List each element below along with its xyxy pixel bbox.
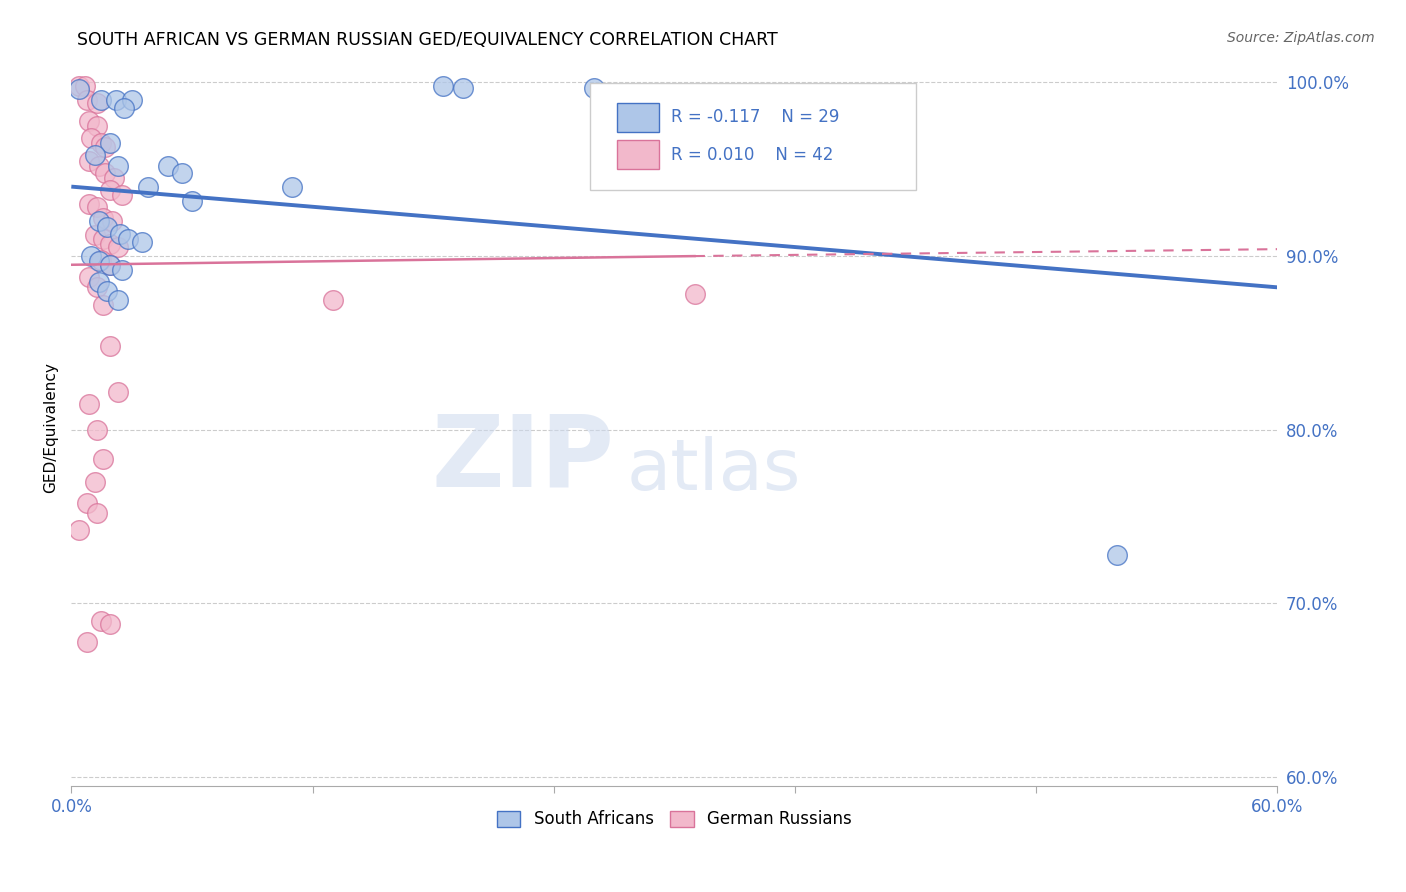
Point	[432, 78, 454, 93]
Point	[121, 93, 143, 107]
Point	[100, 214, 122, 228]
Point	[86, 423, 108, 437]
Point	[67, 524, 90, 538]
FancyBboxPatch shape	[591, 83, 915, 191]
Point	[96, 219, 118, 234]
Point	[93, 232, 115, 246]
Point	[67, 82, 90, 96]
Point	[181, 194, 204, 208]
Point	[67, 78, 90, 93]
Point	[98, 183, 121, 197]
Point	[107, 159, 129, 173]
Point	[110, 188, 132, 202]
Point	[117, 232, 139, 246]
Point	[86, 96, 108, 111]
Point	[156, 159, 179, 173]
FancyBboxPatch shape	[616, 103, 659, 132]
Point	[1105, 548, 1128, 562]
Point	[79, 397, 101, 411]
Point	[93, 298, 115, 312]
Point	[453, 80, 475, 95]
Point	[98, 136, 121, 151]
Point	[80, 249, 103, 263]
Text: R = -0.117    N = 29: R = -0.117 N = 29	[671, 108, 839, 127]
Point	[110, 263, 132, 277]
Point	[683, 287, 706, 301]
Point	[86, 280, 108, 294]
Point	[86, 201, 108, 215]
Point	[94, 166, 117, 180]
Point	[107, 384, 129, 399]
Point	[136, 179, 159, 194]
Point	[93, 211, 115, 225]
FancyBboxPatch shape	[616, 140, 659, 169]
Point	[98, 236, 121, 251]
Point	[90, 252, 112, 267]
Point	[86, 506, 108, 520]
Text: SOUTH AFRICAN VS GERMAN RUSSIAN GED/EQUIVALENCY CORRELATION CHART: SOUTH AFRICAN VS GERMAN RUSSIAN GED/EQUI…	[77, 31, 778, 49]
Point	[281, 179, 304, 194]
Point	[131, 235, 153, 250]
Point	[84, 148, 107, 162]
Point	[170, 166, 193, 180]
Text: atlas: atlas	[626, 435, 800, 505]
Text: Source: ZipAtlas.com: Source: ZipAtlas.com	[1227, 31, 1375, 45]
Point	[112, 102, 135, 116]
Point	[98, 258, 121, 272]
Point	[107, 240, 129, 254]
Point	[80, 131, 103, 145]
Point	[94, 139, 117, 153]
Point	[75, 78, 97, 93]
Point	[98, 617, 121, 632]
Text: R = 0.010    N = 42: R = 0.010 N = 42	[671, 145, 834, 163]
Legend: South Africans, German Russians: South Africans, German Russians	[491, 804, 859, 835]
Point	[84, 228, 107, 243]
Text: ZIP: ZIP	[432, 411, 614, 508]
Point	[90, 93, 112, 107]
Point	[104, 93, 127, 107]
Point	[76, 634, 98, 648]
Point	[79, 197, 101, 211]
Y-axis label: GED/Equivalency: GED/Equivalency	[44, 362, 58, 492]
Point	[98, 258, 121, 272]
Point	[96, 284, 118, 298]
Point	[108, 227, 131, 241]
Point	[89, 254, 111, 268]
Point	[90, 614, 112, 628]
Point	[89, 275, 111, 289]
Point	[89, 159, 111, 173]
Point	[79, 153, 101, 168]
Point	[84, 475, 107, 489]
Point	[89, 214, 111, 228]
Point	[582, 80, 605, 95]
Point	[76, 93, 98, 107]
Point	[86, 119, 108, 133]
Point	[79, 269, 101, 284]
Point	[93, 452, 115, 467]
Point	[79, 113, 101, 128]
Point	[322, 293, 344, 307]
Point	[98, 339, 121, 353]
Point	[90, 136, 112, 151]
Point	[107, 293, 129, 307]
Point	[103, 170, 125, 185]
Point	[76, 496, 98, 510]
